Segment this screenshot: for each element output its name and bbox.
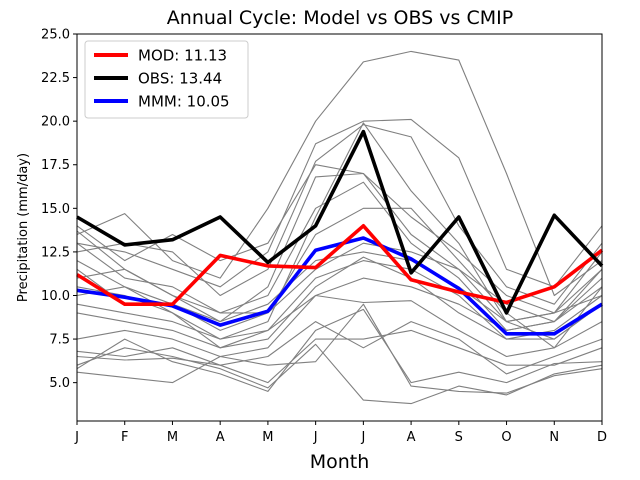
legend-entry-mod: MOD: 11.13 (94, 47, 227, 65)
cmip-model-line-19 (76, 308, 603, 392)
cmip-model-line-12 (76, 256, 603, 349)
legend-entry-mmm: MMM: 10.05 (94, 93, 230, 111)
chart-title: Annual Cycle: Model vs OBS vs CMIP (167, 7, 513, 29)
y-tick-label: 17.5 (41, 158, 70, 173)
cmip-model-line-9 (76, 260, 603, 349)
x-tick-label: J (360, 430, 365, 445)
cmip-model-line-13 (76, 242, 603, 323)
x-tick-label: J (74, 430, 79, 445)
plot-area (76, 50, 604, 405)
x-tick-label: A (216, 430, 225, 445)
x-tick-label: S (455, 430, 463, 445)
cmip-model-line-6 (76, 122, 603, 340)
y-axis-label: Precipitation (mm/day) (16, 153, 31, 302)
x-tick-label: M (262, 430, 273, 445)
x-axis-label: Month (310, 451, 370, 473)
cmip-model-line-17 (76, 343, 603, 405)
y-tick-label: 10.0 (41, 289, 70, 304)
cmip-model-line-1 (76, 50, 603, 297)
cmip-model-line-15 (76, 321, 603, 375)
main-lines (76, 129, 604, 336)
x-tick-label: F (121, 430, 128, 445)
legend-label-obs: OBS: 13.44 (138, 70, 222, 88)
y-tick-label: 12.5 (41, 245, 70, 260)
axes-frame (76, 33, 603, 422)
cmip-model-line-18 (76, 303, 603, 394)
cmip-model-line-2 (76, 118, 603, 288)
cmip-model-line-10 (76, 277, 603, 340)
y-tick-label: 7.5 (49, 333, 70, 348)
cmip-lines (76, 50, 603, 405)
legend-label-mmm: MMM: 10.05 (138, 93, 230, 111)
x-tick-label: O (501, 430, 511, 445)
cmip-model-line-14 (76, 294, 603, 358)
x-tick-label: N (549, 430, 559, 445)
x-tick-label: A (407, 430, 416, 445)
x-tick-label: J (313, 430, 318, 445)
legend-label-mod: MOD: 11.13 (138, 47, 227, 65)
cmip-model-line-3 (76, 124, 603, 305)
x-tick-label: D (597, 430, 607, 445)
y-tick-label: 20.0 (41, 115, 70, 130)
obs-series-line (76, 129, 604, 315)
y-tick-label: 15.0 (41, 202, 70, 217)
legend: MOD: 11.13 OBS: 13.44 MMM: 10.05 (84, 40, 249, 119)
y-axis: 5.0 7.5 10.0 12.5 15.0 17.5 20.0 22.5 25.0 (41, 28, 77, 391)
legend-box (84, 40, 249, 119)
y-tick-label: 5.0 (49, 376, 70, 391)
y-tick-label: 22.5 (41, 71, 70, 86)
legend-entry-obs: OBS: 13.44 (94, 70, 222, 88)
y-tick-label: 25.0 (41, 28, 70, 43)
x-tick-label: M (167, 430, 178, 445)
